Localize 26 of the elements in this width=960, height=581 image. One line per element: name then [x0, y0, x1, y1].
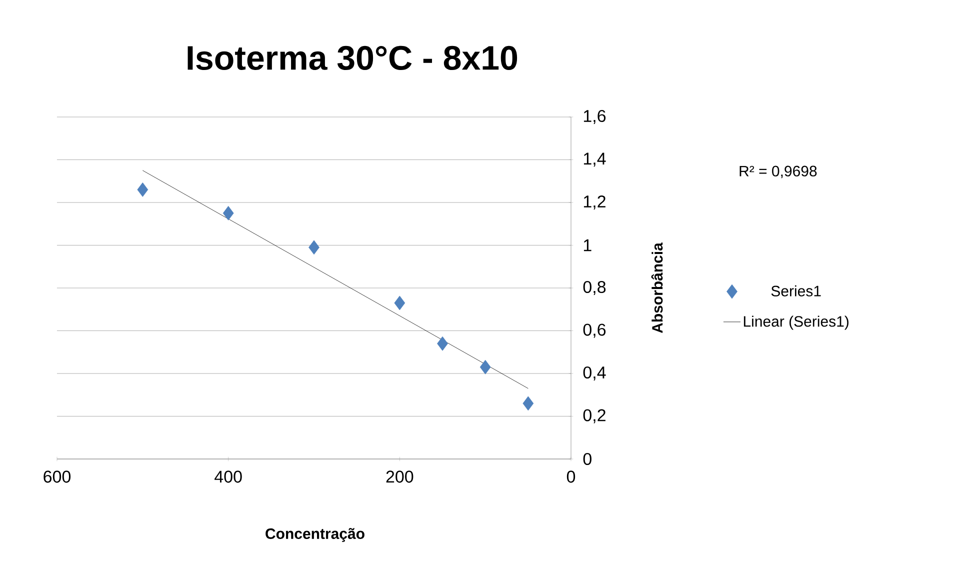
y-tick-label: 1,2	[584, 195, 606, 210]
y-tick-label: 0,8	[583, 280, 606, 296]
point	[308, 240, 320, 255]
point	[394, 296, 406, 310]
x-tick-label: 200	[386, 470, 414, 483]
x-tick-label: 600	[44, 470, 71, 483]
y-axis-title: Absorbância	[651, 242, 663, 334]
chart-title: Isoterma 30°C - 8x10	[188, 46, 518, 70]
point	[222, 206, 234, 220]
y-tick-label: 1	[584, 239, 592, 252]
point	[137, 182, 148, 197]
y-tick-label: 0	[583, 452, 592, 466]
x-tick-label: 400	[214, 470, 242, 483]
point	[480, 360, 491, 374]
y-tick-label: 0,4	[583, 366, 606, 381]
legend-label: Series1	[771, 285, 821, 296]
x-tick-label: 0	[566, 470, 576, 483]
y-tick-label: 0,2	[583, 409, 606, 424]
point	[522, 396, 534, 411]
text: R² = 0,9698	[740, 166, 817, 178]
legend-label: Linear (Series1)	[744, 316, 848, 330]
y-tick-label: 1,4	[584, 152, 606, 167]
y-tick-label: 0,6	[583, 324, 606, 338]
y-tick-label: 1,6	[584, 110, 606, 124]
x-axis-title: Concentração	[266, 528, 364, 542]
point	[437, 336, 448, 351]
